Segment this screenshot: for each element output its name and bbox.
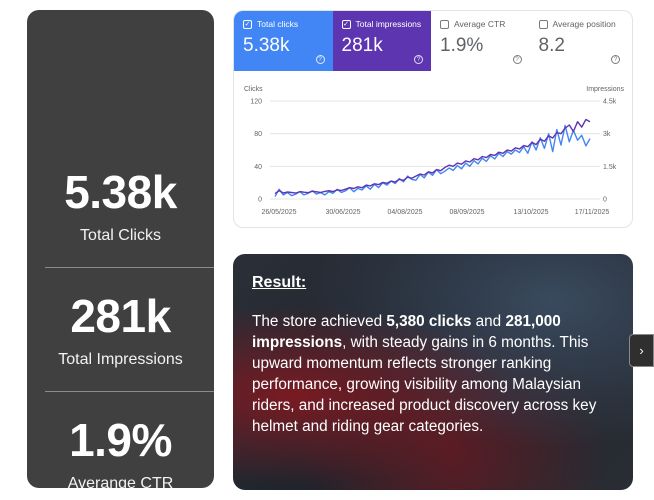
x-tick-label: 13/10/2025 [513,209,548,216]
left-axis-label: Clicks [244,86,263,93]
help-icon[interactable]: ? [512,55,522,64]
stats-panel: 5.38k Total Clicks 281k Total Impression… [27,10,214,488]
tab-value: 281k [341,35,383,56]
checkbox-checked-icon[interactable]: ✓ [341,19,351,29]
result-card: Result: The store achieved 5,380 clicks … [233,254,633,490]
right-axis-label: Impressions [586,86,624,93]
x-tick-label: 08/09/2025 [449,209,484,216]
tab-value: 8.2 [538,35,565,56]
tab-label: Total clicks [257,19,299,29]
x-tick-label: 30/06/2025 [325,209,360,216]
stat-value: 281k [70,290,171,342]
result-impressions-highlight: 281,000 impressions [252,313,561,351]
tab-average-position[interactable]: Average position 8.2 ? [530,11,629,71]
stat-label: Total Clicks [80,227,161,244]
tab-label: Average position [552,19,616,29]
result-text-part: The store achieved [252,313,387,330]
stat-total-clicks: 5.38k Total Clicks [27,169,214,245]
tab-label: Total impressions [355,19,422,29]
x-tick-label: 26/05/2025 [261,209,296,216]
y-tick-label-right: 3k [603,131,611,138]
tab-value: 1.9% [440,35,484,56]
tab-total-clicks[interactable]: ✓ Total clicks 5.38k ? [234,11,333,71]
result-text-part: , with steady gains in 6 months. This up… [252,334,597,435]
search-console-performance-card: ✓ Total clicks 5.38k ? ✓ Total impressions… [233,10,633,228]
stat-label: Total Impressions [58,351,183,368]
y-tick-label-right: 0 [603,197,607,204]
help-icon[interactable]: ? [611,55,620,64]
stat-value: 1.9% [69,414,172,466]
help-icon[interactable]: ? [315,55,325,64]
impressions-series-line [274,118,591,195]
metric-tabs: ✓ Total clicks 5.38k ? ✓ Total impressions… [234,11,632,71]
result-title: Result: [252,274,307,291]
performance-chart: Clicks Impressions 120 4.5k 80 3k 40 1.5k 0 0 26/0… [244,86,625,216]
chevron-right-icon: › [639,343,644,358]
y-tick-label-left: 120 [250,99,262,106]
checkbox-checked-icon[interactable]: ✓ [243,19,252,29]
y-tick-label-right: 4.5k [603,99,617,106]
divider [45,391,214,392]
y-tick-label-left: 40 [254,164,262,171]
x-tick-label: 17/11/2025 [575,209,610,216]
y-tick-label-left: 80 [254,131,262,138]
tab-label: Average CTR [454,19,506,29]
stat-label: Averange CTR [67,475,174,488]
clicks-series-line [274,124,591,197]
checkbox-unchecked-icon[interactable] [538,19,548,29]
tab-average-ctr[interactable]: Average CTR 1.9% ? [431,11,530,71]
help-icon[interactable]: ? [414,55,423,64]
tab-total-impressions[interactable]: ✓ Total impressions 281k ? [332,11,431,71]
x-tick-label: 04/08/2025 [387,209,422,216]
stat-total-impressions: 281k Total Impressions [27,293,214,369]
result-text-part: and [471,313,506,330]
y-tick-label-left: 0 [258,197,262,204]
result-clicks-highlight: 5,380 clicks [386,313,472,330]
stat-value: 5.38k [64,166,177,218]
tab-value: 5.38k [243,35,290,56]
result-text: The store achieved 5,380 clicks and 281,… [252,311,624,437]
divider [45,267,214,268]
y-tick-label-right: 1.5k [603,164,617,171]
carousel-next-button[interactable]: › [629,334,654,367]
stat-average-ctr: 1.9% Averange CTR [27,417,214,488]
checkbox-unchecked-icon[interactable] [440,19,449,29]
